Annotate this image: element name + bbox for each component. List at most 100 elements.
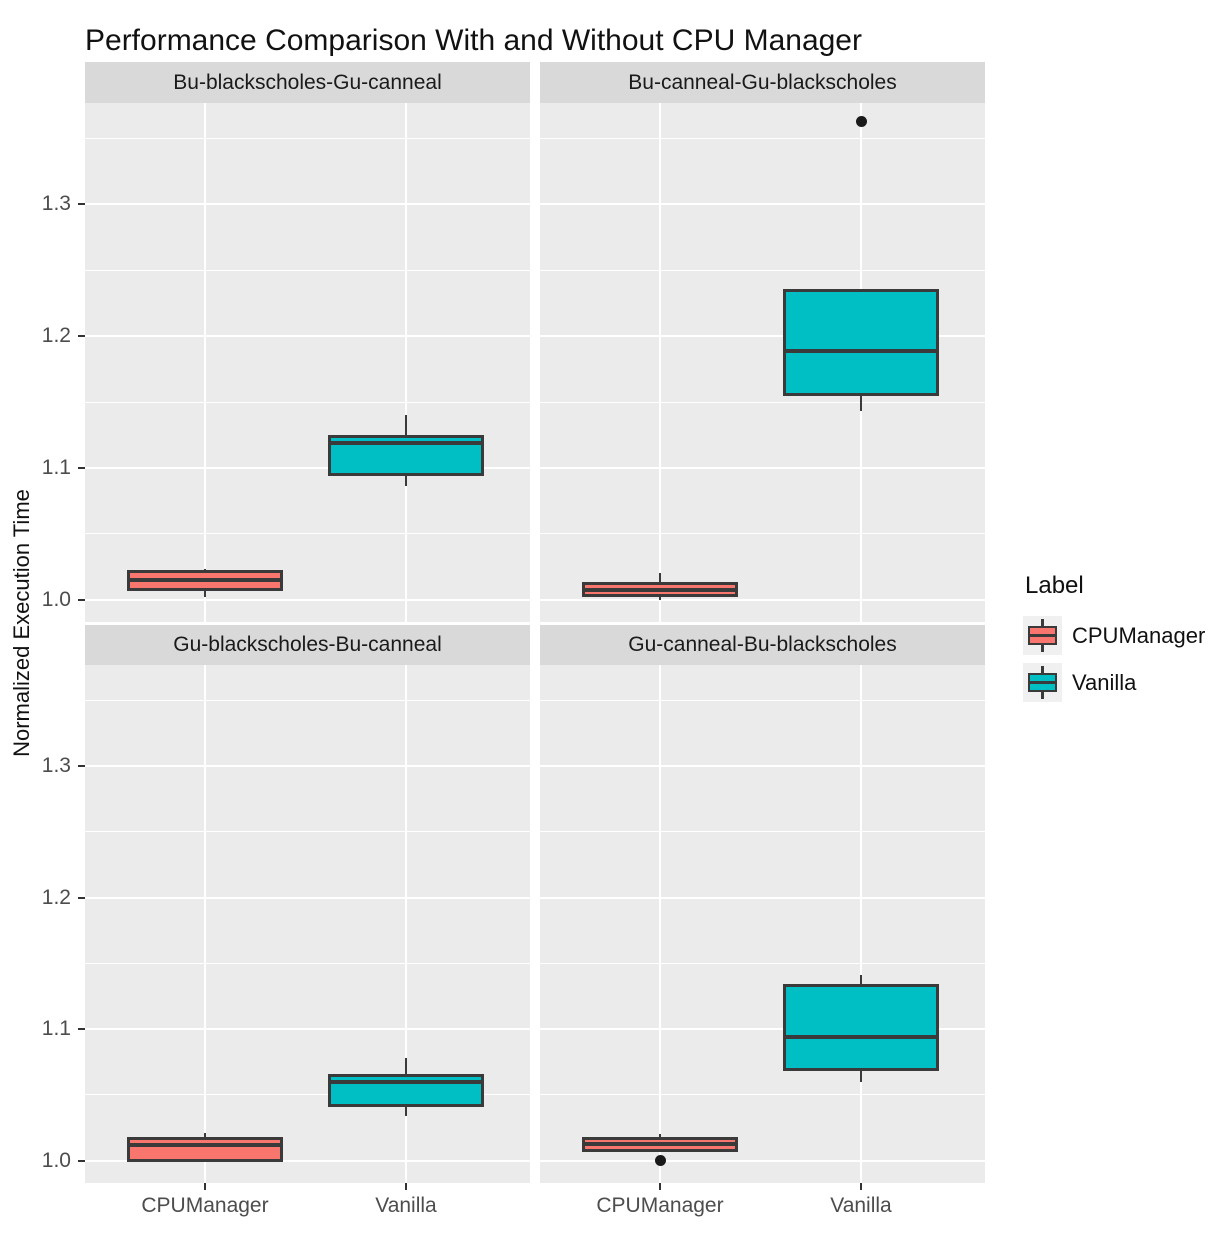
minor-gridline [85, 533, 530, 535]
major-gridline [540, 466, 985, 469]
minor-gridline [540, 1094, 985, 1096]
legend-item-label: Vanilla [1072, 669, 1137, 695]
minor-gridline [540, 831, 985, 833]
y-tick-mark [78, 1028, 85, 1031]
x-tick-mark [659, 1183, 661, 1190]
legend-item-label: CPUManager [1072, 622, 1206, 648]
median-line [585, 1141, 735, 1146]
y-tick-label: 1.3 [41, 192, 71, 216]
minor-gridline [85, 401, 530, 403]
y-tick-label: 1.2 [41, 885, 71, 909]
y-tick-mark [78, 765, 85, 768]
minor-gridline [540, 699, 985, 701]
legend-title: Label [1025, 572, 1084, 599]
minor-gridline [85, 699, 530, 701]
x-tick-mark [860, 1183, 862, 1190]
upper-whisker [658, 573, 662, 584]
major-gridline [540, 1159, 985, 1162]
facet-panel [540, 103, 985, 622]
upper-whisker [404, 1058, 408, 1076]
facet-panel [85, 103, 530, 622]
facet-strip: Gu-canneal-Bu-blackscholes [540, 625, 985, 665]
minor-gridline [540, 533, 985, 535]
y-tick-label: 1.1 [41, 455, 71, 479]
major-gridline [85, 765, 530, 768]
outlier-dot [855, 115, 867, 127]
boxplot-box [328, 1073, 484, 1107]
minor-gridline [85, 962, 530, 964]
y-tick-mark [78, 203, 85, 206]
category-gridline [204, 103, 206, 622]
y-tick-mark [78, 896, 85, 899]
legend: Label CPUManager Vanilla [1023, 572, 1220, 710]
upper-whisker [859, 975, 863, 986]
median-line [130, 577, 280, 582]
y-tick-mark [78, 1159, 85, 1162]
category-gridline [405, 103, 407, 622]
major-gridline [85, 203, 530, 206]
median-glyph [1028, 634, 1057, 637]
lower-whisker [404, 1105, 408, 1116]
lower-whisker [658, 595, 662, 600]
lower-whisker [859, 1069, 863, 1082]
major-gridline [85, 466, 530, 469]
minor-gridline [85, 1094, 530, 1096]
median-line [331, 1079, 481, 1084]
x-tick-label: Vanilla [830, 1194, 892, 1217]
facet-strip: Bu-blackscholes-Gu-canneal [85, 62, 530, 103]
x-tick-mark [405, 1183, 407, 1190]
boxplot-box [127, 1136, 283, 1163]
major-gridline [540, 896, 985, 899]
outlier-dot [654, 1155, 666, 1167]
category-gridline [405, 665, 407, 1183]
major-gridline [540, 203, 985, 206]
boxplot-box [783, 984, 939, 1072]
y-tick-mark [78, 335, 85, 338]
major-gridline [85, 896, 530, 899]
minor-gridline [540, 401, 985, 403]
major-gridline [540, 598, 985, 601]
median-line [786, 1035, 936, 1040]
facet-strip: Bu-canneal-Gu-blackscholes [540, 62, 985, 103]
minor-gridline [540, 962, 985, 964]
y-tick-label: 1.3 [41, 754, 71, 778]
legend-item: CPUManager [1023, 616, 1220, 655]
major-gridline [85, 335, 530, 338]
major-gridline [85, 1028, 530, 1031]
x-tick-label: Vanilla [375, 1194, 437, 1217]
facet-strip: Gu-blackscholes-Bu-canneal [85, 625, 530, 665]
median-line [786, 348, 936, 353]
category-gridline [659, 103, 661, 622]
major-gridline [540, 335, 985, 338]
x-tick-mark [204, 1183, 206, 1190]
boxplot-key-icon [1023, 663, 1062, 702]
y-tick-label: 1.2 [41, 324, 71, 348]
y-tick-mark [78, 598, 85, 601]
minor-gridline [540, 269, 985, 271]
minor-gridline [85, 269, 530, 271]
minor-gridline [85, 138, 530, 140]
y-tick-label: 1.0 [41, 1148, 71, 1172]
category-gridline [659, 665, 661, 1183]
category-gridline [860, 665, 862, 1183]
major-gridline [540, 765, 985, 768]
facet-panel [85, 665, 530, 1183]
y-tick-label: 1.0 [41, 587, 71, 611]
median-line [130, 1142, 280, 1147]
minor-gridline [540, 138, 985, 140]
median-glyph [1028, 681, 1057, 684]
chart-title: Performance Comparison With and Without … [85, 24, 862, 57]
boxplot-key-icon [1023, 616, 1062, 655]
facet-panel [540, 665, 985, 1183]
lower-whisker [859, 394, 863, 412]
boxplot-box [783, 288, 939, 396]
category-gridline [204, 665, 206, 1183]
legend-item: Vanilla [1023, 663, 1220, 702]
y-tick-label: 1.1 [41, 1017, 71, 1041]
x-tick-label: CPUManager [141, 1194, 269, 1217]
major-gridline [85, 1159, 530, 1162]
lower-whisker [203, 589, 207, 597]
median-line [331, 440, 481, 445]
major-gridline [540, 1028, 985, 1031]
